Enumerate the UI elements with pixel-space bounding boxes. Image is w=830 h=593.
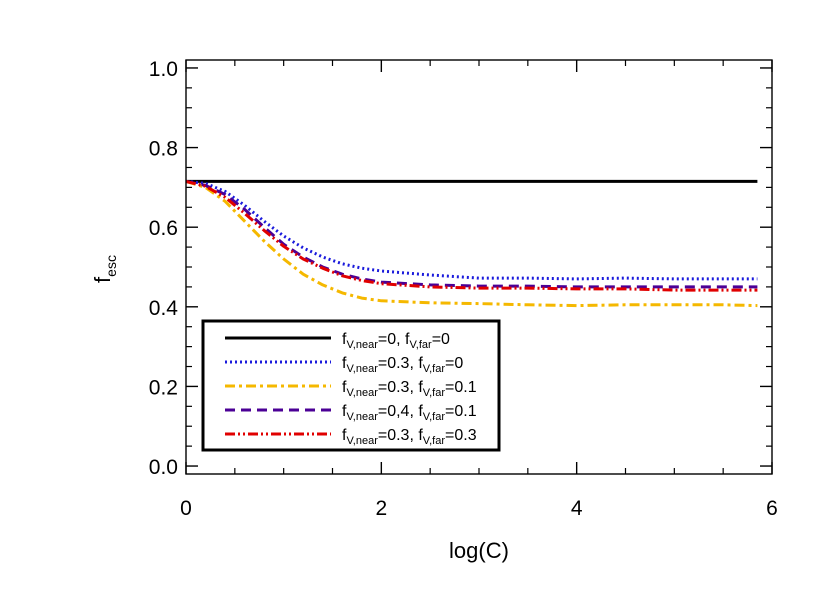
x-axis-label: log(C) — [449, 538, 509, 563]
y-tick-label: 1.0 — [149, 58, 178, 81]
x-tick-label: 2 — [375, 497, 387, 520]
x-tick-label: 4 — [571, 497, 583, 520]
legend-label-4: fV,near=0,4, fV,far=0.1 — [342, 403, 477, 423]
legend-label-3: fV,near=0.3, fV,far=0.1 — [342, 379, 477, 399]
series-line-2 — [185, 179, 758, 281]
legend: fV,near=0, fV,far=0 fV,near=0.3, fV,far=0… — [201, 319, 501, 452]
legend-label-1: fV,near=0, fV,far=0 — [342, 331, 450, 351]
axis-ticks — [185, 60, 773, 474]
legend-label-5: fV,near=0.3, fV,far=0.3 — [342, 427, 477, 447]
series-line-4 — [185, 179, 758, 289]
y-tick-label: 0.8 — [149, 138, 178, 161]
series-line-3 — [185, 179, 758, 308]
x-tick-label: 0 — [180, 497, 192, 520]
y-axis-label-main: f — [90, 276, 115, 283]
series-line-5 — [185, 179, 758, 292]
y-axis-label-sub: esc — [103, 255, 119, 277]
y-tick-label: 0.4 — [149, 297, 179, 320]
x-tick-label: 6 — [766, 497, 778, 520]
y-tick-label: 0.0 — [149, 456, 178, 479]
y-tick-label: 0.6 — [149, 217, 178, 240]
y-tick-label: 0.2 — [149, 376, 178, 399]
plot-area — [185, 179, 758, 308]
axis-tick-labels: 0 2 4 6 0.0 0.2 0.4 0.6 0.8 1.0 — [149, 58, 778, 520]
y-axis-label: fesc — [90, 255, 119, 283]
legend-label-2: fV,near=0.3, fV,far=0 — [342, 355, 463, 375]
